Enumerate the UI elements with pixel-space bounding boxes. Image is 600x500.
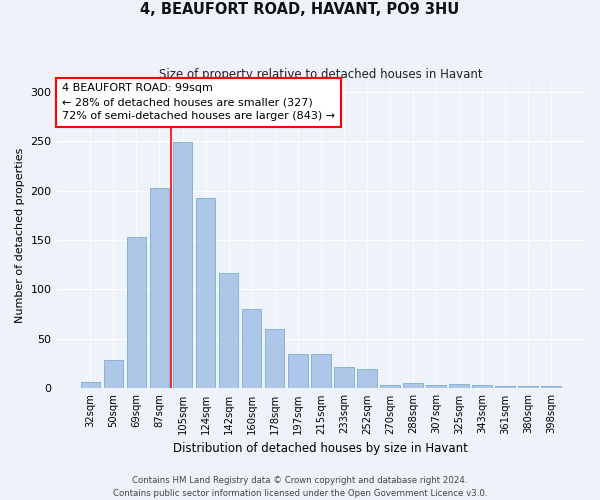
Bar: [104, 360, 123, 388]
Bar: [426, 386, 446, 388]
Bar: [265, 329, 284, 388]
Bar: [196, 198, 215, 388]
Text: 4 BEAUFORT ROAD: 99sqm
← 28% of detached houses are smaller (327)
72% of semi-de: 4 BEAUFORT ROAD: 99sqm ← 28% of detached…: [62, 83, 335, 121]
Bar: [472, 386, 492, 388]
Bar: [380, 386, 400, 388]
Bar: [403, 384, 423, 388]
Bar: [334, 366, 353, 388]
Bar: [173, 142, 193, 388]
Bar: [288, 354, 308, 388]
Bar: [80, 382, 100, 388]
Bar: [449, 384, 469, 388]
Bar: [311, 354, 331, 388]
Bar: [242, 310, 262, 388]
Bar: [541, 386, 561, 388]
X-axis label: Distribution of detached houses by size in Havant: Distribution of detached houses by size …: [173, 442, 468, 455]
Text: 4, BEAUFORT ROAD, HAVANT, PO9 3HU: 4, BEAUFORT ROAD, HAVANT, PO9 3HU: [140, 2, 460, 18]
Bar: [219, 272, 238, 388]
Text: Contains HM Land Registry data © Crown copyright and database right 2024.
Contai: Contains HM Land Registry data © Crown c…: [113, 476, 487, 498]
Bar: [357, 368, 377, 388]
Y-axis label: Number of detached properties: Number of detached properties: [15, 148, 25, 322]
Bar: [518, 386, 538, 388]
Title: Size of property relative to detached houses in Havant: Size of property relative to detached ho…: [159, 68, 482, 80]
Bar: [496, 386, 515, 388]
Bar: [149, 188, 169, 388]
Bar: [127, 237, 146, 388]
